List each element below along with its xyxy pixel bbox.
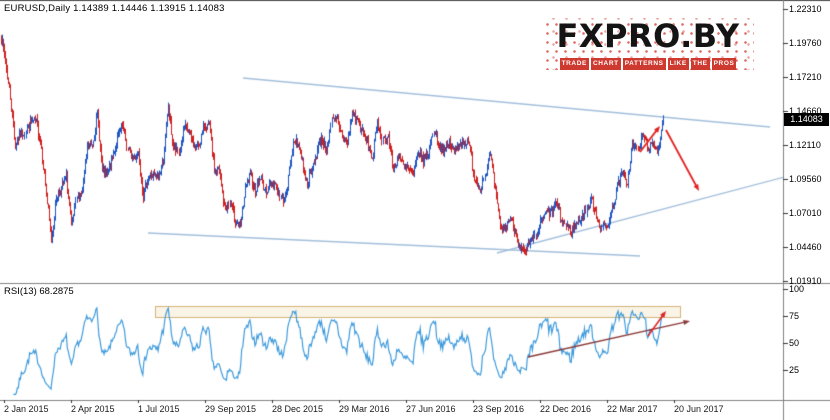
price-axis-label: 1.19760: [789, 38, 822, 48]
price-axis-label: 1.09560: [789, 174, 822, 184]
rsi-axis-label: 75: [789, 311, 800, 321]
tagline-word: CHART: [590, 58, 621, 70]
time-axis-label: 1 Jul 2015: [138, 404, 180, 414]
fxpro-logo-text: FXPRO.BY: [556, 17, 740, 55]
time-axis-label: 2 Apr 2015: [71, 404, 115, 414]
rsi-axis-label: 50: [789, 338, 800, 348]
price-axis-label: 1.12110: [789, 140, 821, 150]
time-axis-label: 22 Dec 2016: [540, 404, 592, 414]
price-axis-label: 1.14660: [789, 106, 822, 116]
time-axis-label: 2 Jan 2015: [4, 404, 49, 414]
rsi-axis-label: 100: [789, 284, 805, 294]
tagline-word: TRADE: [559, 58, 589, 70]
tagline-word: LIKE: [667, 58, 689, 70]
ohlc-header: EURUSD,Daily 1.14389 1.14446 1.13915 1.1…: [4, 3, 225, 14]
price-axis-label: 1.04460: [789, 242, 822, 252]
time-axis-label: 28 Dec 2015: [272, 404, 324, 414]
fxpro-logo-tagline: TRADE CHART PATTERNS LIKE THE PROS: [542, 56, 754, 70]
rsi-axis-label: 25: [789, 365, 800, 375]
price-axis-label: 1.01910: [789, 276, 822, 286]
price-axis-label: 1.07010: [789, 208, 822, 218]
price-axis-label: 1.22310: [789, 4, 822, 14]
current-price-tag: 1.14083: [784, 112, 829, 126]
tagline-word: THE: [690, 58, 710, 70]
time-axis-label: 29 Sep 2015: [205, 404, 257, 414]
fxpro-logo: FXPRO.BY TRADE CHART PATTERNS LIKE THE PROS: [542, 18, 754, 70]
time-axis-label: 29 Mar 2016: [339, 404, 390, 414]
price-axis-label: 1.17210: [789, 72, 822, 82]
time-axis-label: 20 Jun 2017: [674, 404, 724, 414]
tagline-word: PROS: [711, 58, 737, 70]
tagline-word: PATTERNS: [622, 58, 666, 70]
time-axis-label: 23 Sep 2016: [473, 404, 525, 414]
time-axis-label: 22 Mar 2017: [607, 404, 658, 414]
time-axis-label: 27 Jun 2016: [406, 404, 456, 414]
rsi-indicator-label: RSI(13) 68.2875: [4, 286, 74, 297]
